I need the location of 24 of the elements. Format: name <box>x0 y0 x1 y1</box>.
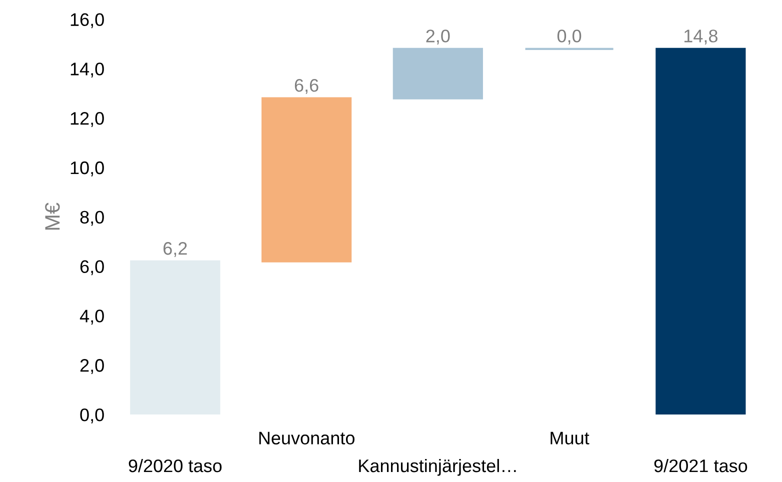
y-axis-title: M€ <box>45 202 60 230</box>
y-tick-label: 6,0 <box>80 260 104 276</box>
x-tick-label: Muut <box>550 432 590 444</box>
data-label: 14,8 <box>684 30 718 45</box>
y-tick-label: 8,0 <box>80 210 104 226</box>
y-tick-label: 16,0 <box>70 13 104 28</box>
y-tick-label: 4,0 <box>80 310 104 325</box>
data-label: 0,0 <box>557 30 582 45</box>
x-tick-label: 9/2021 taso <box>654 458 748 472</box>
bar <box>656 48 746 415</box>
data-label: 6,6 <box>294 79 318 94</box>
x-tick-label: 9/2020 taso <box>128 458 222 472</box>
data-label: 2,0 <box>426 30 450 45</box>
x-tick-label: Neuvonanto <box>259 432 354 444</box>
y-tick-label: 10,0 <box>70 161 104 176</box>
bar <box>392 48 483 100</box>
bar <box>261 97 352 262</box>
y-tick-label: 12,0 <box>70 112 104 127</box>
bar <box>130 260 220 415</box>
data-label: 6,2 <box>164 242 187 257</box>
y-tick-label: 14,0 <box>70 62 104 78</box>
y-tick-label: 0,0 <box>80 408 104 424</box>
x-tick-label: Kannustinjärjestel… <box>359 458 516 476</box>
y-tick-label: 2,0 <box>80 359 104 374</box>
